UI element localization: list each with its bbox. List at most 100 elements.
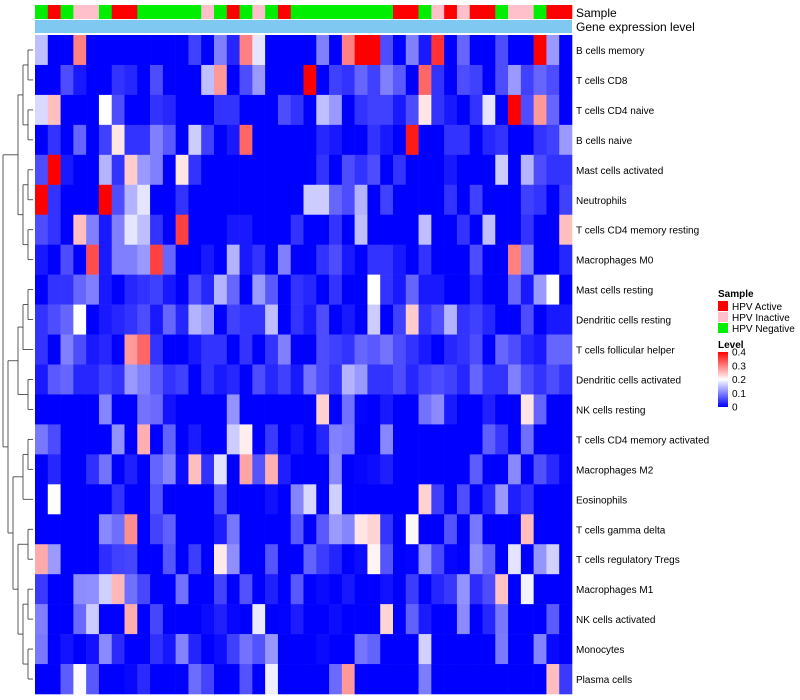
heatmap-cell	[418, 604, 432, 635]
heatmap-cell	[456, 154, 471, 186]
heatmap-cell	[239, 244, 253, 275]
heatmap-cell	[380, 424, 394, 455]
heatmap-cell	[162, 574, 176, 605]
sample-legend-swatch	[718, 312, 728, 322]
heatmap-cell	[367, 274, 381, 305]
heatmap-cell	[508, 64, 522, 96]
heatmap-cell	[393, 244, 407, 275]
heatmap-cell	[444, 304, 458, 335]
heatmap-cell	[214, 514, 228, 545]
heatmap-cell	[444, 454, 458, 485]
heatmap-cell	[367, 484, 381, 515]
heatmap-cell	[546, 274, 560, 305]
heatmap-cell	[214, 64, 228, 96]
heatmap-cell	[239, 94, 253, 126]
heatmap-cell	[469, 154, 483, 186]
heatmap-cell	[495, 514, 509, 545]
heatmap-cell	[456, 544, 471, 575]
heatmap-cell	[495, 214, 509, 245]
heatmap-cell	[73, 454, 87, 485]
heatmap-cell	[214, 244, 228, 275]
heatmap-cell	[354, 514, 368, 545]
heatmap-cell	[290, 304, 304, 335]
heatmap-cell	[86, 454, 100, 485]
heatmap-cell	[226, 274, 240, 305]
heatmap-cell	[456, 364, 471, 395]
heatmap-cell	[405, 484, 419, 515]
heatmap-cell	[35, 64, 49, 96]
heatmap-cell	[380, 94, 394, 126]
heatmap-cell	[35, 184, 49, 216]
heatmap-cell	[137, 664, 151, 695]
sample-annotation-cell	[508, 5, 522, 19]
heatmap-cell	[508, 244, 522, 275]
heatmap-cell	[111, 364, 125, 395]
heatmap-cell	[405, 274, 419, 305]
heatmap-cell	[150, 364, 164, 395]
heatmap-cell	[175, 334, 189, 365]
sample-annotation-cell	[444, 5, 458, 19]
sample-legend-title: Sample	[718, 289, 754, 300]
heatmap-cell	[546, 35, 560, 66]
heatmap-cell	[431, 334, 445, 365]
heatmap-cell	[124, 274, 138, 305]
heatmap-cell	[35, 424, 49, 455]
heatmap-cell	[520, 544, 534, 575]
heatmap-cell	[469, 64, 483, 96]
heatmap-cell	[239, 214, 253, 245]
heatmap-cell	[124, 634, 138, 665]
heatmap-cell	[405, 304, 419, 335]
heatmap-cell	[252, 364, 266, 395]
heatmap-cell	[35, 304, 49, 335]
heatmap-cell	[175, 394, 189, 425]
heatmap-cell	[341, 64, 355, 96]
heatmap-cell	[520, 454, 534, 485]
heatmap-cell	[162, 484, 176, 515]
heatmap-cell	[456, 64, 471, 96]
heatmap-cell	[265, 94, 279, 126]
heatmap-cell	[290, 514, 304, 545]
heatmap-cell	[150, 544, 164, 575]
sample-annotation-cell	[354, 5, 368, 19]
heatmap-cell	[252, 124, 266, 156]
sample-legend-label: HPV Inactive	[732, 313, 790, 324]
row-label: Monocytes	[576, 645, 624, 656]
heatmap-cell	[239, 634, 253, 665]
heatmap-cell	[98, 304, 113, 335]
heatmap-cell	[303, 334, 317, 365]
heatmap-cell	[495, 124, 509, 156]
heatmap-cell	[508, 214, 522, 245]
heatmap-cell	[316, 364, 330, 395]
heatmap-cell	[150, 304, 164, 335]
heatmap-cell	[73, 304, 87, 335]
heatmap-cell	[290, 64, 304, 96]
heatmap-cell	[214, 454, 228, 485]
heatmap-cell	[329, 35, 343, 66]
heatmap-cell	[188, 394, 202, 425]
heatmap-cell	[277, 124, 292, 156]
heatmap-cell	[495, 35, 509, 66]
heatmap-cell	[47, 484, 61, 515]
heatmap-cell	[495, 634, 509, 665]
heatmap-cell	[495, 574, 509, 605]
heatmap-cell	[316, 484, 330, 515]
heatmap-cell	[111, 214, 125, 245]
heatmap-cell	[367, 544, 381, 575]
heatmap-cell	[188, 484, 202, 515]
heatmap-cell	[137, 214, 151, 245]
heatmap-cell	[73, 214, 87, 245]
heatmap-cell	[188, 35, 202, 66]
heatmap-cell	[252, 454, 266, 485]
heatmap-cell	[86, 664, 100, 695]
heatmap-cell	[226, 35, 240, 66]
heatmap-cell	[303, 35, 317, 66]
heatmap-cell	[111, 35, 125, 66]
heatmap-cell	[265, 454, 279, 485]
heatmap-cell	[290, 424, 304, 455]
heatmap-cell	[175, 544, 189, 575]
heatmap-cell	[162, 274, 176, 305]
heatmap-cell	[35, 454, 49, 485]
heatmap-cell	[354, 124, 368, 156]
